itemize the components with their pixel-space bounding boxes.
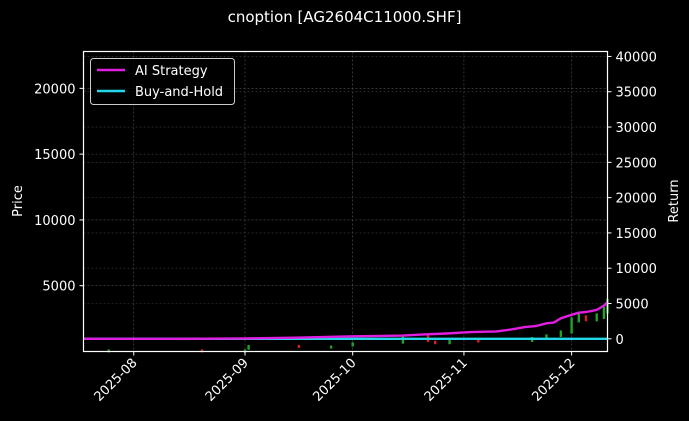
candle: [477, 339, 480, 343]
legend-label: Buy-and-Hold: [135, 85, 223, 100]
y-right-tick-label: 30000: [616, 121, 657, 136]
y-right-tick-label: 15000: [616, 227, 657, 242]
right-axis-label: Return: [667, 179, 682, 222]
x-tick-label: 2025-12: [529, 356, 578, 405]
candle: [448, 339, 451, 345]
candle: [570, 317, 573, 334]
y-right-tick-label: 10000: [616, 262, 657, 277]
candle: [545, 334, 548, 340]
candle: [577, 312, 580, 323]
x-tick-label: 2025-08: [92, 356, 141, 405]
x-tick-label: 2025-11: [422, 356, 471, 405]
candle: [247, 344, 250, 350]
plot-frame: [82, 50, 609, 353]
candle: [297, 344, 301, 348]
y-left-tick-label: 15000: [34, 148, 75, 163]
y-right-tick-label: 40000: [616, 50, 657, 65]
legend: AI Strategy Buy-and-Hold: [90, 58, 235, 105]
y-right-tick-label: 0: [616, 333, 624, 348]
series-line-ai-strategy: [83, 301, 609, 340]
left-y-axis: 5000 10000 15000 20000: [34, 82, 84, 295]
right-y-axis: 0 5000 10000 15000 20000 25000 30000 35000 40000: [607, 50, 657, 348]
candle: [602, 306, 606, 320]
left-axis-label: Price: [11, 185, 26, 217]
series-lines: [83, 301, 609, 340]
y-right-tick-label: 35000: [616, 86, 657, 101]
chart-title: cnoption [AG2604C11000.SHF]: [227, 8, 462, 26]
y-right-tick-label: 25000: [616, 156, 657, 171]
y-left-tick-label: 10000: [34, 214, 75, 229]
candle: [595, 313, 598, 322]
y-right-tick-label: 20000: [616, 192, 657, 207]
candle: [329, 345, 333, 349]
candle: [434, 340, 437, 345]
x-tick-label: 2025-09: [203, 356, 252, 405]
candle: [584, 315, 588, 322]
y-left-tick-label: 20000: [34, 82, 75, 97]
legend-label: AI Strategy: [135, 64, 208, 79]
candle: [351, 342, 354, 347]
y-right-tick-label: 5000: [616, 298, 649, 313]
x-axis: 2025-08 2025-09 2025-10 2025-11 2025-12: [92, 351, 578, 405]
y-left-tick-label: 5000: [42, 280, 75, 295]
candle: [559, 330, 563, 337]
x-tick-label: 2025-10: [310, 356, 359, 405]
